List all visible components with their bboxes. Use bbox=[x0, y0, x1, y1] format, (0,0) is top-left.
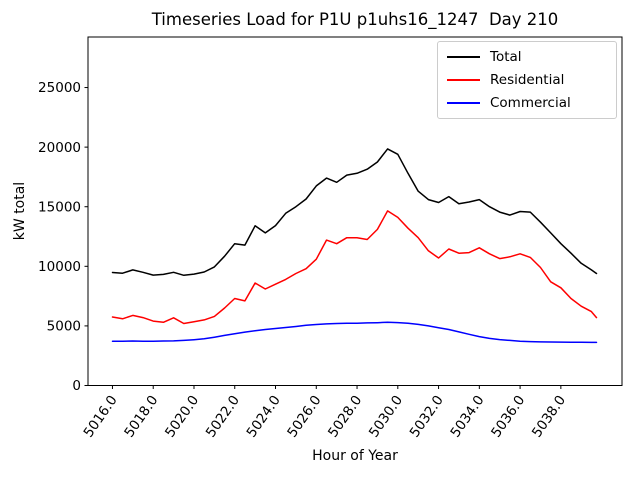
legend-item-total: Total bbox=[447, 50, 606, 64]
svg-text:0: 0 bbox=[72, 378, 81, 394]
legend: Total Residential Commercial bbox=[437, 41, 617, 119]
svg-text:5020.0: 5020.0 bbox=[162, 393, 202, 441]
chart-title: Timeseries Load for P1U p1uhs16_1247 Day… bbox=[151, 10, 559, 29]
legend-item-commercial: Commercial bbox=[447, 96, 606, 110]
legend-line-total bbox=[447, 56, 480, 58]
legend-label-total: Total bbox=[490, 49, 522, 65]
svg-text:5034.0: 5034.0 bbox=[447, 393, 487, 441]
svg-text:25000: 25000 bbox=[38, 80, 81, 96]
svg-text:5000: 5000 bbox=[47, 319, 81, 335]
x-axis-label: Hour of Year bbox=[312, 448, 398, 464]
svg-text:5038.0: 5038.0 bbox=[529, 393, 569, 441]
legend-item-residential: Residential bbox=[447, 73, 606, 87]
svg-text:5032.0: 5032.0 bbox=[407, 393, 447, 441]
legend-line-commercial bbox=[447, 102, 480, 104]
svg-text:5030.0: 5030.0 bbox=[366, 393, 406, 441]
svg-text:5022.0: 5022.0 bbox=[203, 393, 243, 441]
legend-line-residential bbox=[447, 79, 480, 81]
svg-text:5036.0: 5036.0 bbox=[488, 393, 528, 441]
svg-text:15000: 15000 bbox=[38, 199, 81, 215]
svg-text:5028.0: 5028.0 bbox=[325, 393, 365, 441]
svg-text:5016.0: 5016.0 bbox=[81, 393, 121, 441]
svg-text:20000: 20000 bbox=[38, 140, 81, 156]
legend-label-commercial: Commercial bbox=[490, 95, 571, 111]
svg-text:5026.0: 5026.0 bbox=[284, 393, 324, 441]
svg-text:10000: 10000 bbox=[38, 259, 81, 275]
y-axis-label: kW total bbox=[12, 181, 28, 241]
legend-label-residential: Residential bbox=[490, 72, 565, 88]
svg-text:5018.0: 5018.0 bbox=[121, 393, 161, 441]
svg-text:5024.0: 5024.0 bbox=[244, 393, 284, 441]
